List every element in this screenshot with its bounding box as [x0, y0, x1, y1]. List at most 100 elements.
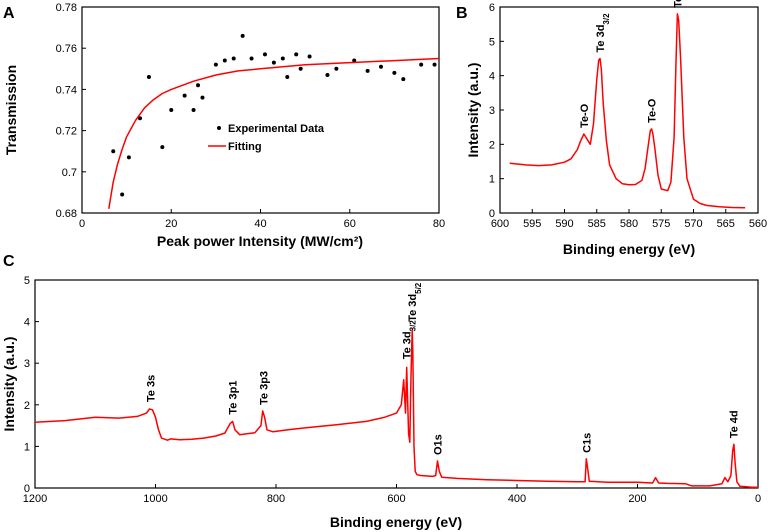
data-point	[213, 62, 218, 67]
panel-c-label: C	[3, 253, 15, 270]
legend-label-fitting: Fitting	[228, 141, 262, 153]
peak-label: C1s	[581, 433, 593, 453]
data-point	[120, 192, 125, 197]
peak-label: Te 3d5/2	[407, 282, 423, 322]
data-point	[298, 66, 303, 71]
data-point	[325, 72, 330, 77]
peak-label: Te 3d5/2	[672, 0, 688, 8]
panel-b-label: B	[456, 5, 468, 22]
y-tick-label: 0.78	[56, 2, 77, 14]
y-tick-label: 1	[24, 441, 30, 453]
x-tick-label: 590	[555, 218, 573, 230]
x-tick-label: 600	[491, 218, 509, 230]
series-line-survey	[34, 329, 758, 488]
x-tick-label: 20	[165, 218, 177, 230]
peak-label: Te 3s	[146, 375, 158, 402]
y-tick-label: 0	[489, 208, 495, 220]
data-point	[392, 70, 397, 75]
peak-label: O1s	[433, 434, 445, 455]
x-tick-label: 0	[755, 493, 761, 505]
data-point	[419, 62, 424, 67]
panel-c: C 1200 1000 800 600 400 200 0 0 1 2 3 4 5 Te 3s Te 3p…	[1, 253, 761, 530]
data-point	[401, 77, 406, 82]
peak-label: Te 4d	[728, 410, 740, 438]
data-point	[262, 52, 267, 57]
y-tick-label: 0.76	[56, 43, 77, 55]
y-tick-label: 2	[489, 139, 495, 151]
x-tick-label: 0	[79, 218, 85, 230]
panel-c-x-axis-label: Binding energy (eV)	[330, 514, 462, 530]
y-tick-label: 2	[24, 400, 30, 412]
legend-marker-experimental	[217, 126, 221, 130]
data-point	[182, 93, 187, 98]
y-tick-label: 5	[24, 275, 30, 287]
y-tick-label: 3	[489, 105, 495, 117]
y-tick-label: 3	[24, 358, 30, 370]
x-tick-label: 565	[717, 218, 735, 230]
data-point	[138, 116, 143, 121]
panel-a: A 0 20 40 60 80 0.68 0.7 0.72 0.74 0.76 0.78 Peak …	[3, 2, 445, 249]
y-tick-label: 6	[489, 2, 495, 14]
x-tick-label: 200	[628, 493, 646, 505]
data-point	[240, 33, 245, 38]
panel-c-plot-area	[34, 279, 759, 489]
x-tick-label: 600	[387, 493, 405, 505]
data-point	[191, 108, 196, 112]
x-tick-label: 80	[433, 218, 445, 230]
data-point	[146, 75, 151, 80]
x-tick-label: 580	[620, 218, 638, 230]
y-tick-label: 1	[489, 174, 495, 186]
x-tick-label: 570	[684, 218, 702, 230]
data-point	[160, 145, 165, 150]
legend-label-experimental: Experimental Data	[228, 123, 325, 135]
data-point	[169, 108, 174, 112]
x-tick-label: 1200	[23, 493, 47, 505]
y-tick-label: 5	[489, 36, 495, 48]
peak-label: Te-O	[647, 98, 659, 123]
data-point	[307, 54, 312, 59]
data-point	[200, 95, 205, 100]
data-point	[334, 66, 339, 71]
data-point	[378, 64, 383, 69]
peak-label: Te 3d3/2	[402, 320, 418, 360]
panel-b-plot-area	[499, 6, 759, 214]
x-tick-label: 585	[588, 218, 606, 230]
data-point	[231, 56, 236, 61]
panel-a-legend: Experimental Data Fitting	[208, 123, 325, 153]
series-line-fitting	[108, 57, 440, 210]
x-tick-label: 575	[652, 218, 670, 230]
x-tick-label: 560	[749, 218, 767, 230]
x-tick-label: 800	[267, 493, 285, 505]
panel-a-x-axis-label: Peak power Intensity (MW/cm²)	[157, 233, 363, 249]
panel-b-x-axis-label: Binding energy (eV)	[563, 241, 695, 257]
panel-a-label: A	[3, 5, 15, 22]
data-point	[271, 60, 276, 65]
peak-label: Te-O	[579, 103, 591, 128]
peak-label: Te 3d3/2	[595, 13, 611, 53]
panel-b-y-axis-label: Intensity (a.u.)	[465, 63, 481, 158]
x-tick-label: 40	[254, 218, 266, 230]
data-point	[280, 56, 285, 61]
panel-a-plot-area	[81, 6, 440, 214]
data-point	[285, 75, 290, 80]
y-tick-label: 0.7	[62, 167, 77, 179]
data-point	[365, 68, 370, 73]
data-point	[196, 83, 201, 88]
data-point	[111, 149, 116, 154]
x-tick-label: 60	[344, 218, 356, 230]
panel-b: B 600 595 590 585 580 575 570 565 560 0 1 2 3 4 5 6 Te-…	[456, 0, 767, 257]
data-point	[222, 58, 227, 63]
x-tick-label: 400	[508, 493, 526, 505]
y-tick-label: 0	[24, 483, 30, 495]
y-tick-label: 0.68	[56, 208, 77, 220]
y-tick-label: 4	[24, 317, 30, 329]
peak-label: Te 3p3	[258, 371, 270, 405]
x-tick-label: 1000	[143, 493, 167, 505]
data-point	[294, 52, 299, 57]
y-tick-label: 4	[489, 71, 495, 83]
y-tick-label: 0.74	[56, 84, 77, 96]
data-point	[249, 56, 254, 61]
panel-a-y-axis-label: Transmission	[3, 65, 19, 155]
panel-c-y-axis-label: Intensity (a.u.)	[1, 337, 17, 432]
